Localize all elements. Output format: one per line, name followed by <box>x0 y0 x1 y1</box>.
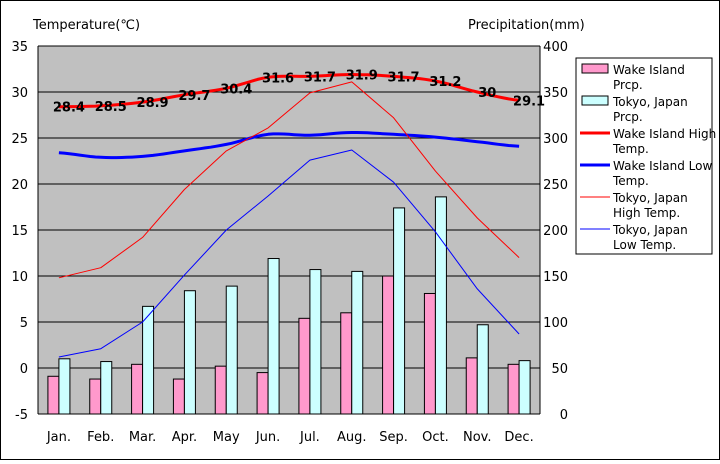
y-right-tick-label: 0 <box>560 408 568 423</box>
y-left-tick-label: 0 <box>20 362 28 377</box>
legend-box <box>575 57 713 255</box>
bar-wake-prcp <box>256 372 269 415</box>
bar-wake-prcp <box>172 378 185 415</box>
bar-wake-prcp <box>131 363 144 415</box>
data-label: 29.7 <box>178 89 210 104</box>
bar-tokyo-prcp <box>58 358 71 415</box>
data-label: 28.4 <box>53 101 85 116</box>
legend-label: Tokyo, Japan <box>612 191 688 205</box>
x-tick-label: May <box>213 430 240 445</box>
y-left-tick-label: 5 <box>20 316 28 331</box>
bar-wake-prcp <box>507 363 520 415</box>
y-right-tick-label: 250 <box>543 178 568 193</box>
data-label: 29.1 <box>513 94 545 109</box>
tokyo-high-line <box>58 81 520 279</box>
data-label: 31.6 <box>262 71 294 86</box>
y-right-tick-label: 400 <box>543 40 568 55</box>
data-label: 31.9 <box>346 69 378 84</box>
data-label: 31.7 <box>304 70 336 85</box>
legend-label: Wake Island <box>613 63 685 77</box>
x-tick-label: Oct. <box>422 430 449 445</box>
bar-tokyo-prcp <box>476 324 489 415</box>
bar-tokyo-prcp <box>100 361 113 415</box>
bar-wake-prcp <box>423 292 436 415</box>
bar-wake-prcp <box>382 275 395 415</box>
data-label: 31.7 <box>388 70 420 85</box>
wake-low-line <box>58 131 520 160</box>
y-right-tick-label: 200 <box>543 224 568 239</box>
legend-label: Low Temp. <box>613 238 676 252</box>
x-tick-label: Apr. <box>172 430 197 445</box>
x-tick-label: Aug. <box>337 430 367 445</box>
y-left-tick-label: 25 <box>11 132 28 147</box>
legend-label: High Temp. <box>613 206 680 220</box>
bar-wake-prcp <box>89 378 102 415</box>
bar-tokyo-prcp <box>434 196 447 415</box>
y-right-tick-label: 350 <box>543 86 568 101</box>
data-label: 30 <box>478 86 496 101</box>
y-left-tick-label: 10 <box>11 270 28 285</box>
x-tick-label: Jun. <box>255 430 280 445</box>
bar-tokyo-prcp <box>142 305 155 415</box>
bar-tokyo-prcp <box>267 258 280 415</box>
y-left-tick-label: 20 <box>11 178 28 193</box>
tokyo-low-line <box>58 149 520 358</box>
bar-tokyo-prcp <box>518 360 531 415</box>
legend-label: Temp. <box>612 142 649 156</box>
y-right-tick-label: 100 <box>543 316 568 331</box>
legend-label: Tokyo, Japan <box>612 223 688 237</box>
legend-swatch <box>581 63 609 74</box>
right-axis-title: Precipitation(mm) <box>468 18 585 33</box>
y-left-tick-label: 35 <box>11 40 28 55</box>
bar-wake-prcp <box>298 317 311 415</box>
y-right-tick-label: 50 <box>551 362 568 377</box>
y-left-tick-label: 30 <box>11 86 28 101</box>
left-axis-title: Temperature(℃) <box>32 18 140 33</box>
y-right-tick-label: 300 <box>543 132 568 147</box>
data-label: 28.5 <box>95 100 127 115</box>
bar-wake-prcp <box>340 312 353 415</box>
data-label: 31.2 <box>429 75 461 90</box>
legend-label: Wake Island Low <box>613 159 713 173</box>
y-left-tick-label: 15 <box>11 224 28 239</box>
bar-wake-prcp <box>47 375 60 415</box>
data-label: 30.4 <box>220 82 252 97</box>
x-tick-label: Mar. <box>129 430 156 445</box>
legend-label: Temp. <box>612 174 649 188</box>
bar-wake-prcp <box>214 365 227 415</box>
x-tick-label: Sep. <box>379 430 408 445</box>
x-tick-label: Dec. <box>504 430 533 445</box>
bar-tokyo-prcp <box>351 270 364 415</box>
bar-tokyo-prcp <box>183 290 196 415</box>
y-right-tick-label: 150 <box>543 270 568 285</box>
legend-swatch <box>581 95 609 106</box>
data-label: 28.9 <box>137 96 169 111</box>
bar-tokyo-prcp <box>309 269 322 415</box>
x-tick-label: Jul. <box>299 430 320 445</box>
wake-high-line <box>58 73 520 109</box>
bar-tokyo-prcp <box>393 207 406 415</box>
y-left-tick-label: -5 <box>15 408 28 423</box>
legend-label: Tokyo, Japan <box>612 95 688 109</box>
x-tick-label: Nov. <box>463 430 492 445</box>
bar-tokyo-prcp <box>225 285 238 415</box>
x-tick-label: Jan. <box>46 430 71 445</box>
legend-label: Prcp. <box>613 78 643 92</box>
legend-label: Prcp. <box>613 110 643 124</box>
bar-wake-prcp <box>465 357 478 415</box>
legend-label: Wake Island High <box>613 127 716 141</box>
x-tick-label: Feb. <box>87 430 114 445</box>
